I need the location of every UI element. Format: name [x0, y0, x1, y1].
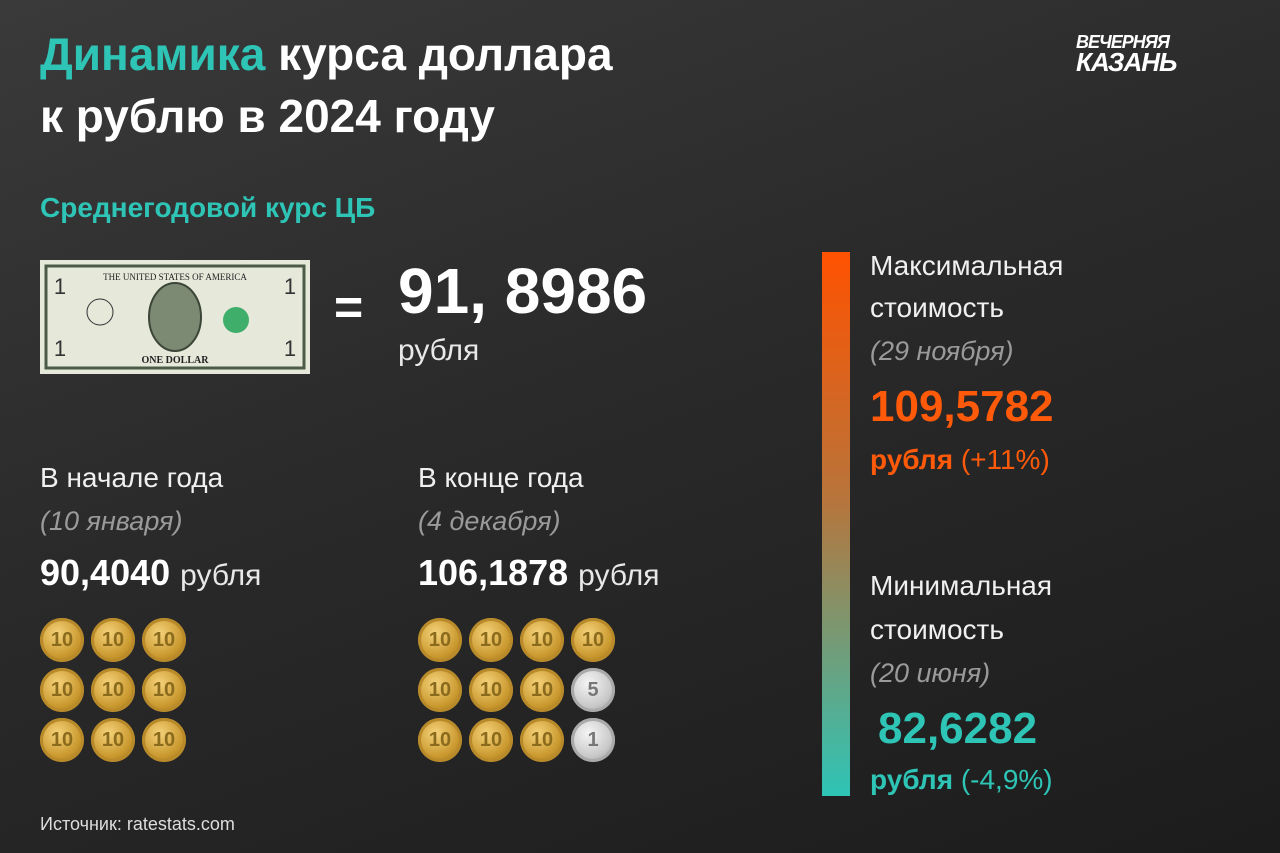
coin: 1 — [571, 718, 615, 762]
coin: 5 — [571, 668, 615, 712]
coin: 10 — [469, 668, 513, 712]
end-value: 106,1878 — [418, 552, 569, 593]
average-value: 91, 8986 — [398, 255, 648, 327]
start-label: В начале года — [40, 462, 224, 493]
min-change: (-4,9%) — [960, 764, 1053, 795]
logo: ВЕЧЕРНЯЯ КАЗАНЬ — [1076, 32, 1177, 77]
bill-denomination: 1 — [54, 274, 66, 299]
logo-text: ВЕЧЕРНЯЯ — [1076, 32, 1170, 52]
max-change: (+11%) — [960, 444, 1050, 475]
max-value: 109,5782 — [870, 382, 1054, 431]
coin: 10 — [40, 668, 84, 712]
max-unit: рубля — [870, 444, 954, 475]
equals: = — [334, 279, 364, 335]
max-unit-line: рубля (+11%) — [870, 444, 1050, 476]
min-unit-line: рубля (-4,9%) — [870, 764, 1053, 796]
coin: 10 — [40, 718, 84, 762]
seal — [223, 307, 249, 333]
coin: 10 — [91, 718, 135, 762]
min-value: 82,6282 — [878, 704, 1038, 753]
bill-border — [44, 264, 306, 370]
bill-denomination: 1 — [284, 274, 296, 299]
coin: 10 — [520, 718, 564, 762]
source: Источник: ratestats.com — [40, 814, 235, 834]
end-unit: рубля — [578, 559, 660, 592]
coin: 10 — [571, 618, 615, 662]
end-date: (4 декабря) — [418, 506, 561, 536]
coin: 10 — [40, 618, 84, 662]
coin: 10 — [418, 668, 462, 712]
coin: 10 — [91, 668, 135, 712]
title-line: Динамика курса доллара — [40, 24, 613, 84]
min-date: (20 июня) — [870, 658, 991, 688]
coin: 10 — [469, 718, 513, 762]
start-date: (10 января) — [40, 506, 183, 536]
title-accent: Динамика — [40, 28, 266, 80]
coin: 10 — [520, 618, 564, 662]
average-unit: рубля — [398, 334, 480, 367]
coin: 10 — [142, 618, 186, 662]
bill-denomination: 1 — [284, 336, 296, 361]
coin: 10 — [142, 718, 186, 762]
end-value-line: 106,1878 рубля — [418, 552, 659, 594]
seal — [86, 298, 114, 326]
coin: 10 — [418, 618, 462, 662]
max-date: (29 ноября) — [870, 336, 1014, 366]
min-label: Минимальная — [870, 570, 1053, 601]
start-unit: рубля — [180, 559, 262, 592]
title-text: курса доллара — [278, 28, 613, 80]
bill-text: THE UNITED STATES OF AMERICA — [103, 272, 247, 282]
max-label: Максимальная — [870, 250, 1064, 281]
min-unit: рубля — [870, 764, 954, 795]
bill-denomination: 1 — [54, 336, 66, 361]
gradient-bar — [822, 252, 850, 796]
title-line: к рублю в 2024 году — [40, 90, 495, 142]
start-value: 90,4040 — [40, 552, 171, 593]
coin: 10 — [520, 668, 564, 712]
coin: 10 — [91, 618, 135, 662]
average-label: Среднегодовой курс ЦБ — [40, 192, 376, 223]
bill-text: ONE DOLLAR — [142, 355, 210, 366]
logo-text: КАЗАНЬ — [1076, 47, 1177, 77]
coin: 10 — [418, 718, 462, 762]
coin: 10 — [142, 668, 186, 712]
end-label: В конце года — [418, 462, 584, 493]
coin: 10 — [469, 618, 513, 662]
portrait — [148, 282, 202, 352]
start-value-line: 90,4040 рубля — [40, 552, 261, 594]
dollar-bill: THE UNITED STATES OF AMERICA ONE DOLLAR … — [40, 260, 310, 374]
min-label: стоимость — [870, 614, 1004, 645]
max-label: стоимость — [870, 292, 1004, 323]
